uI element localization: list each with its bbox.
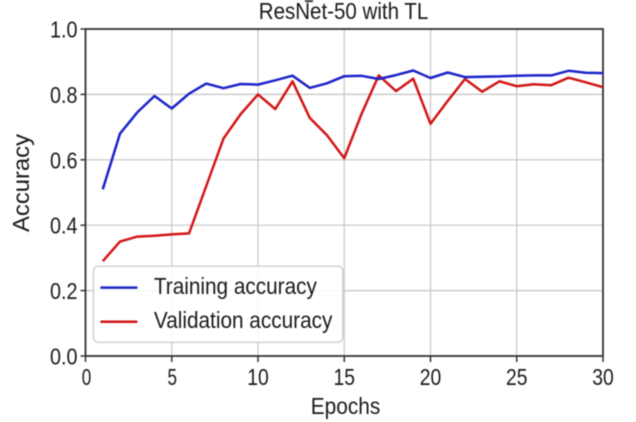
svg-text:0.6: 0.6	[50, 147, 78, 173]
svg-text:10: 10	[247, 364, 269, 390]
svg-text:20: 20	[420, 364, 442, 390]
svg-text:0.4: 0.4	[50, 213, 78, 239]
svg-text:Validation accuracy: Validation accuracy	[154, 307, 333, 333]
svg-text:ResNet-50 with TL: ResNet-50 with TL	[259, 0, 429, 24]
svg-text:15: 15	[334, 364, 356, 390]
svg-text:5: 5	[168, 364, 178, 390]
svg-text:Training accuracy: Training accuracy	[154, 273, 317, 299]
svg-text:0.0: 0.0	[50, 344, 78, 370]
svg-text:Epochs: Epochs	[311, 393, 381, 419]
svg-text:0: 0	[82, 364, 92, 390]
svg-text:30: 30	[592, 364, 614, 390]
svg-text:Accuracy: Accuracy	[8, 133, 34, 232]
svg-text:25: 25	[506, 364, 528, 390]
svg-text:0.8: 0.8	[50, 82, 78, 108]
svg-text:0.2: 0.2	[50, 278, 78, 304]
svg-text:1.0: 1.0	[50, 17, 78, 43]
